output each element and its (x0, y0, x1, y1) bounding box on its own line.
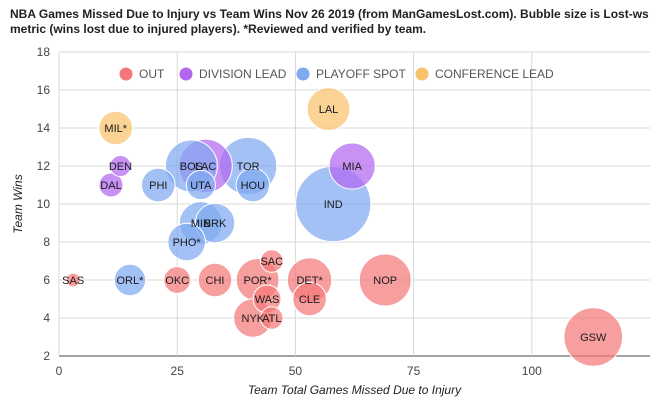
bubble (167, 222, 206, 262)
bubble-label: TOR (237, 161, 260, 173)
y-tick-label: 4 (43, 311, 50, 325)
y-tick-label: 18 (37, 45, 51, 59)
tick-labels: 2 4 6 8 10 12 14 16 18 0 25 50 75 100 (37, 45, 542, 378)
bubble-label: GSW (580, 332, 607, 344)
bubble (292, 281, 327, 317)
bubble (197, 262, 233, 298)
bubble (113, 263, 147, 297)
y-tick-label: 6 (43, 273, 50, 287)
bubble (358, 253, 412, 307)
bubble (306, 87, 351, 131)
bubble-label: DET* (296, 275, 323, 287)
bubble-label: CLE (299, 294, 320, 306)
bubble-label: IND (324, 199, 343, 211)
bubble (109, 154, 132, 178)
x-tick-label: 75 (407, 364, 421, 378)
bubble-label: ATL (262, 313, 281, 325)
bubble-label: HOU (241, 180, 266, 192)
bubble (185, 169, 216, 201)
bubble (259, 249, 284, 273)
y-tick-label: 8 (43, 235, 50, 249)
bubble (65, 272, 81, 288)
bubble-label: NYK (242, 313, 265, 325)
grid-layer (58, 51, 650, 357)
bubble-label: DEN (109, 161, 132, 173)
legend: OUT DIVISION LEAD PLAYOFF SPOT CONFERENCE L… (119, 67, 554, 81)
y-tick-label: 16 (37, 83, 51, 97)
y-tick-label: 10 (37, 197, 51, 211)
bubble-label: DAL (100, 180, 121, 192)
bubble-label: MIA (342, 161, 362, 173)
bubble-labels: IND GSW TOR LAC NOP BOS MIA DET* POR* MIN LAL BRK NY… (62, 104, 607, 344)
bubble (98, 172, 124, 198)
legend-marker (415, 67, 429, 81)
bubble-label: CHI (206, 275, 225, 287)
bubble (328, 142, 376, 190)
bubble (141, 167, 176, 203)
legend-marker (119, 67, 133, 81)
bubble-label: LAL (319, 104, 339, 116)
bubble-label: SAS (62, 275, 84, 287)
bubble (194, 202, 236, 244)
bubble-label: POR* (244, 275, 273, 287)
y-tick-label: 14 (37, 121, 51, 135)
bubble (259, 306, 284, 330)
bubble (98, 110, 134, 146)
legend-marker (179, 67, 193, 81)
x-tick-label: 100 (522, 364, 542, 378)
x-axis-title: Team Total Games Missed Due to Injury (248, 383, 462, 397)
bubble (235, 167, 271, 203)
y-axis-title: Team Wins (11, 174, 25, 233)
chart-title: NBA Games Missed Due to Injury vs Team W… (10, 7, 649, 36)
bubble-label: PHO* (173, 237, 202, 249)
legend-label: CONFERENCE LEAD (435, 67, 554, 81)
bubble-label: OKC (165, 275, 189, 287)
x-tick-label: 0 (56, 364, 63, 378)
bubble-label: WAS (255, 294, 280, 306)
legend-marker (296, 67, 310, 81)
bubble-label: ORL* (116, 275, 144, 287)
x-tick-label: 50 (289, 364, 303, 378)
bubble (563, 307, 624, 367)
bubbles (65, 87, 624, 367)
bubble (163, 266, 192, 294)
legend-label: PLAYOFF SPOT (316, 67, 406, 81)
x-tick-label: 25 (171, 364, 185, 378)
bubble-label: BOS (180, 161, 203, 173)
y-tick-label: 12 (37, 159, 51, 173)
legend-label: DIVISION LEAD (199, 67, 287, 81)
legend-label: OUT (139, 67, 165, 81)
bubble-label: LAC (195, 161, 216, 173)
y-tick-label: 2 (43, 349, 50, 363)
bubble-label: MIN (191, 218, 211, 230)
bubble-label: MIL* (104, 123, 127, 135)
bubble-label: SAC (260, 256, 283, 268)
bubble-label: UTA (190, 180, 212, 192)
bubble-label: BRK (204, 218, 227, 230)
bubble-label: PHI (149, 180, 167, 192)
bubble-label: NOP (373, 275, 397, 287)
